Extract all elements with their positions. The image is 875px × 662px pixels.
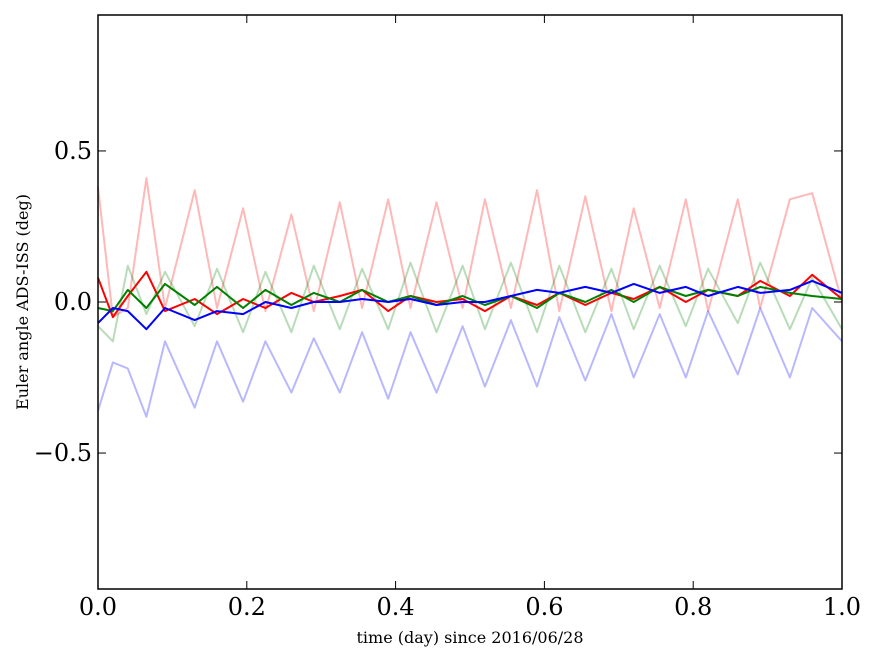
x-tick-label: 1.0 [823,593,861,621]
y-tick-label: 0.5 [54,137,92,165]
plot-frame [97,14,843,590]
series-layer [97,177,843,418]
series-line-3 [97,307,843,418]
x-tick-label: 0.2 [228,593,266,621]
x-tick-label: 0.4 [377,593,415,621]
x-axis-label: time (day) since 2016/06/28 [356,628,583,647]
x-tick-label: 0.6 [525,593,563,621]
y-tick-label: 0.0 [54,288,92,316]
y-axis-label: Euler angle ADS-ISS (deg) [13,194,32,410]
series-line-5 [97,282,843,313]
x-tick-label: 0.0 [79,593,117,621]
y-tick-label: −0.5 [34,439,92,467]
series-line-6 [97,279,843,331]
x-tick-label: 0.8 [674,593,712,621]
tick-layer: 0.0 0.2 0.4 0.6 0.8 1.0 −0.5 0.0 0.5 [34,15,861,621]
series-line-2 [97,261,843,343]
